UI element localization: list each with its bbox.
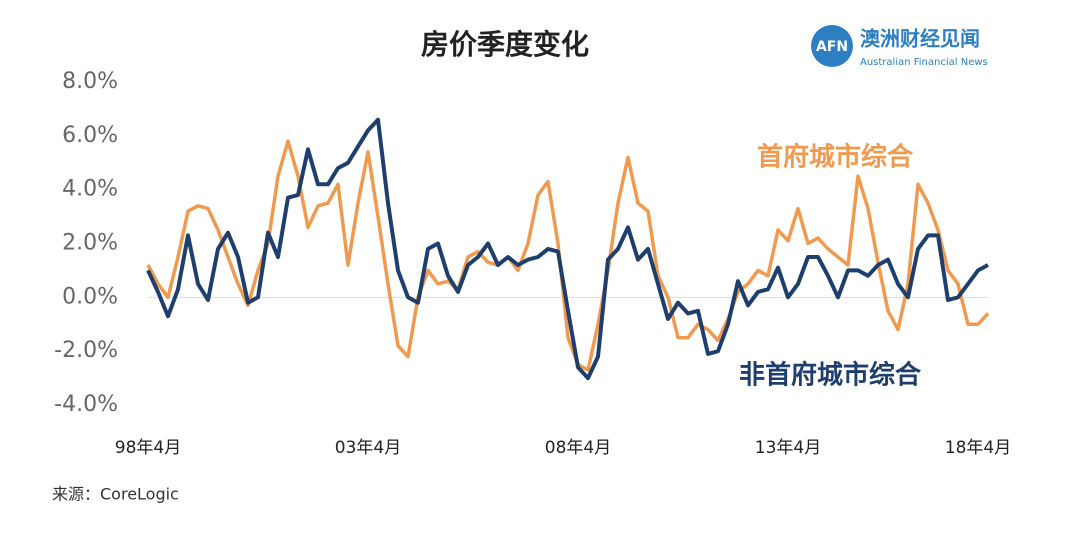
- y-tick-label: 0.0%: [62, 284, 118, 309]
- y-tick-label: -4.0%: [54, 392, 118, 417]
- x-tick-label: 13年4月: [755, 438, 821, 458]
- x-tick-label: 03年4月: [335, 438, 401, 458]
- logo-name: 澳洲财经见闻: [860, 27, 980, 51]
- chart-title: 房价季度变化: [421, 28, 589, 61]
- logo-mark: AFN: [816, 39, 848, 55]
- x-tick-label: 98年4月: [115, 438, 181, 458]
- y-tick-label: 8.0%: [62, 69, 118, 94]
- series-line: [146, 139, 990, 372]
- y-tick-label: 6.0%: [62, 123, 118, 148]
- series-label: 非首府城市综合: [739, 360, 922, 391]
- series-label: 首府城市综合: [757, 142, 914, 173]
- series-line: [146, 117, 989, 381]
- source: 来源：CoreLogic: [52, 485, 179, 504]
- y-tick-label: 4.0%: [62, 177, 118, 202]
- y-tick-label: 2.0%: [62, 231, 118, 256]
- logo-name-en: Australian Financial News: [860, 57, 988, 68]
- x-tick-label: 18年4月: [945, 438, 1011, 458]
- logo-circle: [811, 25, 853, 67]
- y-tick-label: -2.0%: [54, 338, 118, 363]
- x-tick-label: 08年4月: [545, 438, 611, 458]
